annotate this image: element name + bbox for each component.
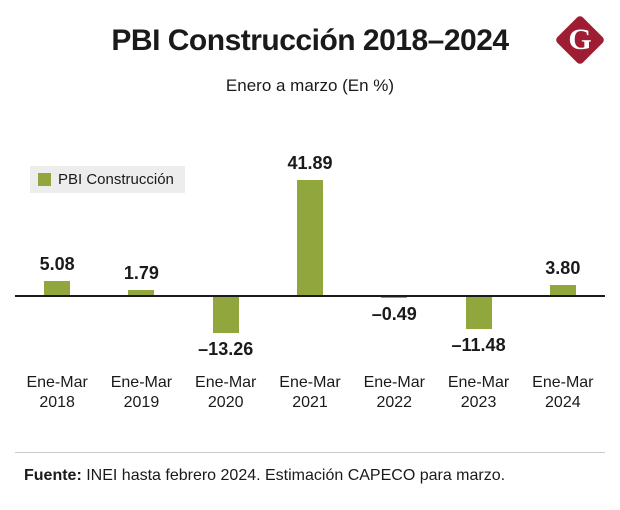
bar-chart: 5.08 Ene-Mar 2018 1.79 Ene-Mar 2019 –13.26 Ene-… — [15, 140, 605, 430]
value-label: 3.80 — [545, 257, 581, 278]
value-label: –0.49 — [371, 304, 417, 325]
chart-column: 5.08 Ene-Mar 2018 — [15, 140, 99, 430]
footer-divider — [15, 452, 605, 453]
footer-source-text: INEI hasta febrero 2024. Estimación CAPE… — [81, 467, 506, 484]
legend: PBI Construcción — [30, 166, 185, 193]
chart-column: 41.89 Ene-Mar 2021 — [268, 140, 352, 430]
bar — [465, 297, 492, 329]
footer-source: Fuente: INEI hasta febrero 2024. Estimac… — [24, 467, 605, 485]
bar — [128, 290, 155, 295]
x-tick-label: Ene-Mar 2020 — [195, 374, 257, 412]
chart-column: 3.80 Ene-Mar 2024 — [521, 140, 605, 430]
bar — [44, 281, 71, 295]
page-subtitle: Enero a marzo (En %) — [225, 76, 395, 95]
brand-logo: G — [556, 16, 604, 64]
legend-label: PBI Construcción — [58, 171, 174, 188]
zero-axis-line — [15, 295, 605, 297]
x-tick-label: Ene-Mar 2018 — [26, 374, 88, 412]
chart-column: 1.79 Ene-Mar 2019 — [99, 140, 183, 430]
x-tick-label: Ene-Mar 2021 — [279, 374, 341, 412]
chart-column: –13.26 Ene-Mar 2020 — [184, 140, 268, 430]
value-label: 41.89 — [287, 152, 333, 173]
chart-column: –11.48 Ene-Mar 2023 — [436, 140, 520, 430]
brand-logo-letter: G — [568, 23, 592, 56]
value-label: –11.48 — [451, 334, 506, 355]
chart-column: –0.49 Ene-Mar 2022 — [352, 140, 436, 430]
bar — [549, 284, 576, 295]
value-label: 1.79 — [123, 263, 159, 284]
legend-swatch-icon — [38, 173, 51, 186]
value-label: 5.08 — [39, 254, 75, 275]
x-tick-label: Ene-Mar 2022 — [363, 374, 425, 412]
bar — [212, 297, 239, 334]
x-tick-label: Ene-Mar 2019 — [110, 374, 173, 412]
value-label: –13.26 — [198, 339, 254, 360]
bar — [296, 179, 323, 295]
x-tick-label: Ene-Mar 2023 — [447, 374, 510, 412]
footer-source-label: Fuente: — [24, 467, 82, 484]
x-tick-label: Ene-Mar 2024 — [532, 374, 594, 412]
bar — [381, 297, 408, 299]
page-title: PBI Construcción 2018–2024 — [111, 24, 509, 57]
